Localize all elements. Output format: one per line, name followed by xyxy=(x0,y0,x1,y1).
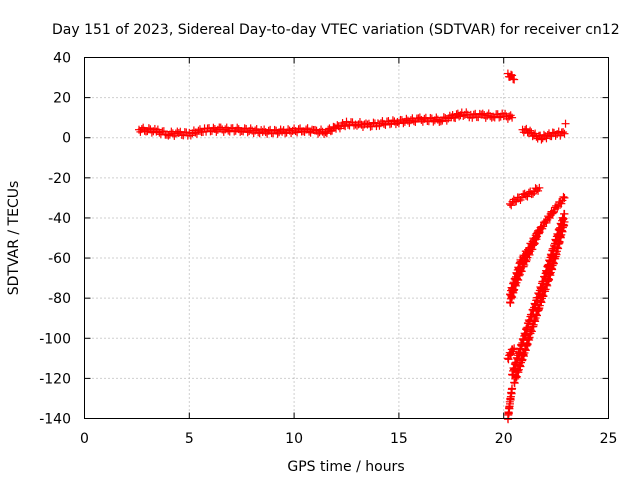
data-point xyxy=(520,260,529,269)
x-tick-label: 15 xyxy=(390,431,408,447)
data-point xyxy=(523,192,532,201)
data-point xyxy=(508,384,517,393)
data-point xyxy=(510,344,519,353)
data-point xyxy=(537,135,546,144)
data-point xyxy=(541,217,550,226)
data-point xyxy=(525,250,534,259)
y-tick-label: -100 xyxy=(39,331,71,347)
x-tick-label: 20 xyxy=(495,431,513,447)
data-point xyxy=(436,117,445,126)
data-point xyxy=(560,129,569,138)
data-point xyxy=(560,217,569,226)
y-tick-label: -140 xyxy=(39,412,71,428)
data-point xyxy=(528,245,537,254)
data-point xyxy=(535,183,544,192)
data-point xyxy=(560,193,569,202)
data-points xyxy=(134,69,570,424)
data-point xyxy=(192,130,201,139)
y-tick-label: -40 xyxy=(48,211,71,227)
y-tick-label: -120 xyxy=(39,371,71,387)
data-point xyxy=(212,127,221,136)
y-tick-label: 40 xyxy=(53,51,71,67)
axis-ticks: 0 5 10 15 20 25 -140 -120 -100 -80 -60 -40 -20 0 20 40 xyxy=(39,51,617,448)
x-axis-label: GPS time / hours xyxy=(287,459,404,475)
x-tick-label: 0 xyxy=(80,431,89,447)
data-point xyxy=(451,114,460,123)
data-point xyxy=(322,129,331,138)
y-tick-label: -60 xyxy=(48,251,71,267)
y-tick-label: 0 xyxy=(62,131,71,147)
data-point xyxy=(507,70,516,79)
y-tick-label: 20 xyxy=(53,91,71,107)
data-point xyxy=(233,123,242,132)
data-point xyxy=(508,113,517,122)
data-point xyxy=(510,75,519,84)
data-point xyxy=(559,128,568,137)
data-point xyxy=(508,71,517,80)
data-point xyxy=(144,124,153,133)
data-point xyxy=(522,124,531,133)
data-point xyxy=(273,129,282,138)
plot-frame xyxy=(84,57,609,419)
data-point xyxy=(517,267,526,276)
data-point xyxy=(561,119,570,128)
y-axis-label: SDTVAR / TECUs xyxy=(6,181,22,296)
data-point xyxy=(553,203,562,212)
data-point xyxy=(529,189,538,198)
x-tick-label: 5 xyxy=(185,431,194,447)
data-point xyxy=(545,214,554,223)
data-point xyxy=(548,209,557,218)
data-point xyxy=(522,257,531,266)
data-point xyxy=(535,225,544,234)
y-tick-label: -80 xyxy=(48,291,71,307)
data-point xyxy=(508,345,517,354)
data-point xyxy=(504,355,513,364)
y-tick-label: -20 xyxy=(48,171,71,187)
data-point xyxy=(519,262,528,271)
x-tick-label: 25 xyxy=(600,431,618,447)
data-point xyxy=(544,213,553,222)
data-point xyxy=(303,124,312,133)
data-point xyxy=(526,126,535,135)
data-point xyxy=(559,192,568,201)
x-tick-label: 10 xyxy=(285,431,303,447)
data-point xyxy=(549,208,558,217)
chart-title: Day 151 of 2023, Sidereal Day-to-day VTE… xyxy=(52,22,620,38)
data-point xyxy=(507,201,516,210)
data-point xyxy=(560,209,569,218)
data-point xyxy=(539,222,548,231)
